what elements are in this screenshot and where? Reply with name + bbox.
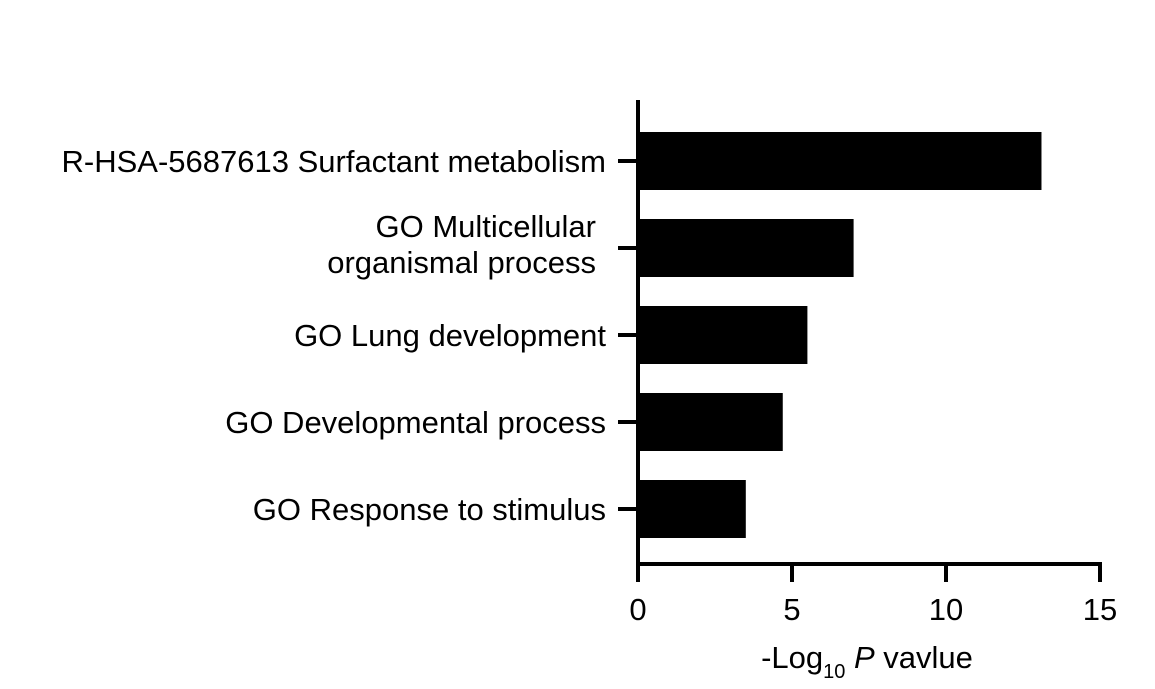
- bar-2: [638, 306, 808, 364]
- category-label-4: GO Response to stimulus: [253, 492, 606, 527]
- bar-0: [638, 132, 1042, 190]
- x-tick-label-1: 5: [783, 592, 800, 627]
- category-label-1-line-1: organismal process: [327, 245, 596, 280]
- x-axis-title-subscript: 10: [823, 661, 845, 683]
- x-axis-title-italic: P: [845, 640, 875, 675]
- bar-1: [638, 219, 854, 277]
- category-label-0-line-0: R-HSA-5687613 Surfactant metabolism: [62, 144, 606, 179]
- x-axis-title: -Log10 P vavlue: [761, 640, 973, 683]
- category-label-3-line-0: GO Developmental process: [225, 405, 606, 440]
- x-ticks: [636, 564, 1102, 582]
- bars-group: [638, 132, 1042, 538]
- x-tick-labels: 0 5 10 15: [629, 592, 1117, 627]
- category-label-4-line-0: GO Response to stimulus: [253, 492, 606, 527]
- bar-4: [638, 480, 746, 538]
- category-label-0: R-HSA-5687613 Surfactant metabolism: [62, 144, 606, 179]
- x-tick-label-3: 15: [1083, 592, 1117, 627]
- category-label-3: GO Developmental process: [225, 405, 606, 440]
- x-tick-label-2: 10: [929, 592, 963, 627]
- category-label-1: GO Multicellular organismal process: [327, 209, 596, 280]
- x-axis-title-suffix: vavlue: [875, 640, 973, 675]
- category-label-2: GO Lung development: [294, 318, 606, 353]
- category-label-1-line-0: GO Multicellular: [376, 209, 597, 244]
- x-axis-title-prefix: -Log: [761, 640, 823, 675]
- y-ticks: [618, 159, 638, 511]
- category-label-2-line-0: GO Lung development: [294, 318, 606, 353]
- x-tick-label-0: 0: [629, 592, 646, 627]
- category-labels: R-HSA-5687613 Surfactant metabolism GO Mu…: [62, 144, 607, 527]
- bar-3: [638, 393, 783, 451]
